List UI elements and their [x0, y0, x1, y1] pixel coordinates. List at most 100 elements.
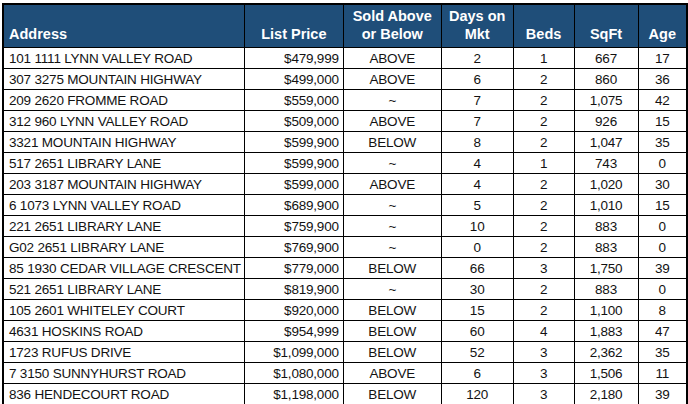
cell-beds[interactable]: 4: [513, 321, 574, 342]
cell-sold-above-or-below[interactable]: ~: [343, 279, 441, 300]
cell-sqft[interactable]: 2,362: [574, 342, 638, 363]
cell-address[interactable]: 312 960 LYNN VALLEY ROAD: [3, 111, 244, 132]
cell-list-price[interactable]: $1,080,000: [244, 363, 343, 384]
cell-address[interactable]: 209 2620 FROMME ROAD: [3, 90, 244, 111]
cell-days-on-mkt[interactable]: 7: [441, 90, 513, 111]
cell-days-on-mkt[interactable]: 10: [441, 216, 513, 237]
cell-days-on-mkt[interactable]: 0: [441, 237, 513, 258]
cell-list-price[interactable]: $599,900: [244, 132, 343, 153]
cell-sqft[interactable]: 667: [574, 48, 638, 69]
cell-age[interactable]: 17: [638, 48, 687, 69]
header-cell-address[interactable]: Address: [3, 4, 244, 48]
cell-days-on-mkt[interactable]: 7: [441, 111, 513, 132]
cell-sqft[interactable]: 1,020: [574, 174, 638, 195]
cell-address[interactable]: 521 2651 LIBRARY LANE: [3, 279, 244, 300]
cell-address[interactable]: 85 1930 CEDAR VILLAGE CRESCENT: [3, 258, 244, 279]
cell-sqft[interactable]: 860: [574, 69, 638, 90]
cell-sqft[interactable]: 1,506: [574, 363, 638, 384]
cell-list-price[interactable]: $599,900: [244, 153, 343, 174]
cell-list-price[interactable]: $599,000: [244, 174, 343, 195]
cell-beds[interactable]: 2: [513, 174, 574, 195]
cell-address[interactable]: 105 2601 WHITELEY COURT: [3, 300, 244, 321]
cell-days-on-mkt[interactable]: 6: [441, 363, 513, 384]
cell-list-price[interactable]: $769,900: [244, 237, 343, 258]
cell-sold-above-or-below[interactable]: ABOVE: [343, 111, 441, 132]
cell-days-on-mkt[interactable]: 2: [441, 48, 513, 69]
cell-beds[interactable]: 2: [513, 111, 574, 132]
cell-sqft[interactable]: 1,750: [574, 258, 638, 279]
cell-sqft[interactable]: 743: [574, 153, 638, 174]
cell-days-on-mkt[interactable]: 60: [441, 321, 513, 342]
cell-sold-above-or-below[interactable]: BELOW: [343, 342, 441, 363]
cell-beds[interactable]: 2: [513, 90, 574, 111]
cell-address[interactable]: 101 1111 LYNN VALLEY ROAD: [3, 48, 244, 69]
cell-list-price[interactable]: $759,900: [244, 216, 343, 237]
cell-address[interactable]: 6 1073 LYNN VALLEY ROAD: [3, 195, 244, 216]
cell-sold-above-or-below[interactable]: ~: [343, 153, 441, 174]
cell-list-price[interactable]: $779,000: [244, 258, 343, 279]
cell-list-price[interactable]: $1,198,000: [244, 384, 343, 404]
cell-sqft[interactable]: 1,047: [574, 132, 638, 153]
cell-sqft[interactable]: 1,100: [574, 300, 638, 321]
cell-beds[interactable]: 2: [513, 132, 574, 153]
header-cell-days-on-mkt[interactable]: Days on Mkt: [441, 4, 513, 48]
cell-list-price[interactable]: $499,000: [244, 69, 343, 90]
cell-beds[interactable]: 1: [513, 48, 574, 69]
cell-age[interactable]: 39: [638, 258, 687, 279]
cell-beds[interactable]: 2: [513, 300, 574, 321]
cell-days-on-mkt[interactable]: 4: [441, 153, 513, 174]
cell-beds[interactable]: 3: [513, 363, 574, 384]
cell-days-on-mkt[interactable]: 66: [441, 258, 513, 279]
cell-age[interactable]: 0: [638, 279, 687, 300]
cell-list-price[interactable]: $559,000: [244, 90, 343, 111]
cell-beds[interactable]: 2: [513, 195, 574, 216]
cell-days-on-mkt[interactable]: 30: [441, 279, 513, 300]
cell-sold-above-or-below[interactable]: ABOVE: [343, 48, 441, 69]
cell-list-price[interactable]: $1,099,000: [244, 342, 343, 363]
cell-beds[interactable]: 3: [513, 342, 574, 363]
cell-list-price[interactable]: $509,000: [244, 111, 343, 132]
header-cell-beds[interactable]: Beds: [513, 4, 574, 48]
cell-address[interactable]: 836 HENDECOURT ROAD: [3, 384, 244, 404]
cell-age[interactable]: 35: [638, 132, 687, 153]
cell-address[interactable]: 221 2651 LIBRARY LANE: [3, 216, 244, 237]
cell-sold-above-or-below[interactable]: BELOW: [343, 384, 441, 404]
header-cell-sold-above-or-below[interactable]: Sold Above or Below: [343, 4, 441, 48]
cell-list-price[interactable]: $479,999: [244, 48, 343, 69]
cell-age[interactable]: 39: [638, 384, 687, 404]
cell-list-price[interactable]: $819,900: [244, 279, 343, 300]
cell-sold-above-or-below[interactable]: ~: [343, 195, 441, 216]
cell-address[interactable]: 7 3150 SUNNYHURST ROAD: [3, 363, 244, 384]
cell-address[interactable]: 4631 HOSKINS ROAD: [3, 321, 244, 342]
cell-sold-above-or-below[interactable]: ABOVE: [343, 69, 441, 90]
cell-beds[interactable]: 2: [513, 279, 574, 300]
cell-sold-above-or-below[interactable]: ABOVE: [343, 174, 441, 195]
cell-age[interactable]: 0: [638, 153, 687, 174]
cell-sqft[interactable]: 1,075: [574, 90, 638, 111]
cell-days-on-mkt[interactable]: 52: [441, 342, 513, 363]
cell-age[interactable]: 8: [638, 300, 687, 321]
cell-address[interactable]: 203 3187 MOUNTAIN HIGHWAY: [3, 174, 244, 195]
cell-beds[interactable]: 2: [513, 237, 574, 258]
cell-sqft[interactable]: 883: [574, 237, 638, 258]
header-cell-age[interactable]: Age: [638, 4, 687, 48]
cell-address[interactable]: G02 2651 LIBRARY LANE: [3, 237, 244, 258]
cell-sqft[interactable]: 2,180: [574, 384, 638, 404]
header-cell-sqft[interactable]: SqFt: [574, 4, 638, 48]
cell-address[interactable]: 517 2651 LIBRARY LANE: [3, 153, 244, 174]
cell-sold-above-or-below[interactable]: ~: [343, 237, 441, 258]
cell-sold-above-or-below[interactable]: BELOW: [343, 132, 441, 153]
cell-sqft[interactable]: 883: [574, 216, 638, 237]
cell-days-on-mkt[interactable]: 4: [441, 174, 513, 195]
cell-age[interactable]: 30: [638, 174, 687, 195]
cell-list-price[interactable]: $920,000: [244, 300, 343, 321]
cell-days-on-mkt[interactable]: 120: [441, 384, 513, 404]
cell-days-on-mkt[interactable]: 15: [441, 300, 513, 321]
cell-days-on-mkt[interactable]: 6: [441, 69, 513, 90]
cell-days-on-mkt[interactable]: 8: [441, 132, 513, 153]
cell-beds[interactable]: 3: [513, 258, 574, 279]
cell-sold-above-or-below[interactable]: BELOW: [343, 258, 441, 279]
cell-beds[interactable]: 2: [513, 69, 574, 90]
cell-sqft[interactable]: 1,883: [574, 321, 638, 342]
cell-age[interactable]: 11: [638, 363, 687, 384]
